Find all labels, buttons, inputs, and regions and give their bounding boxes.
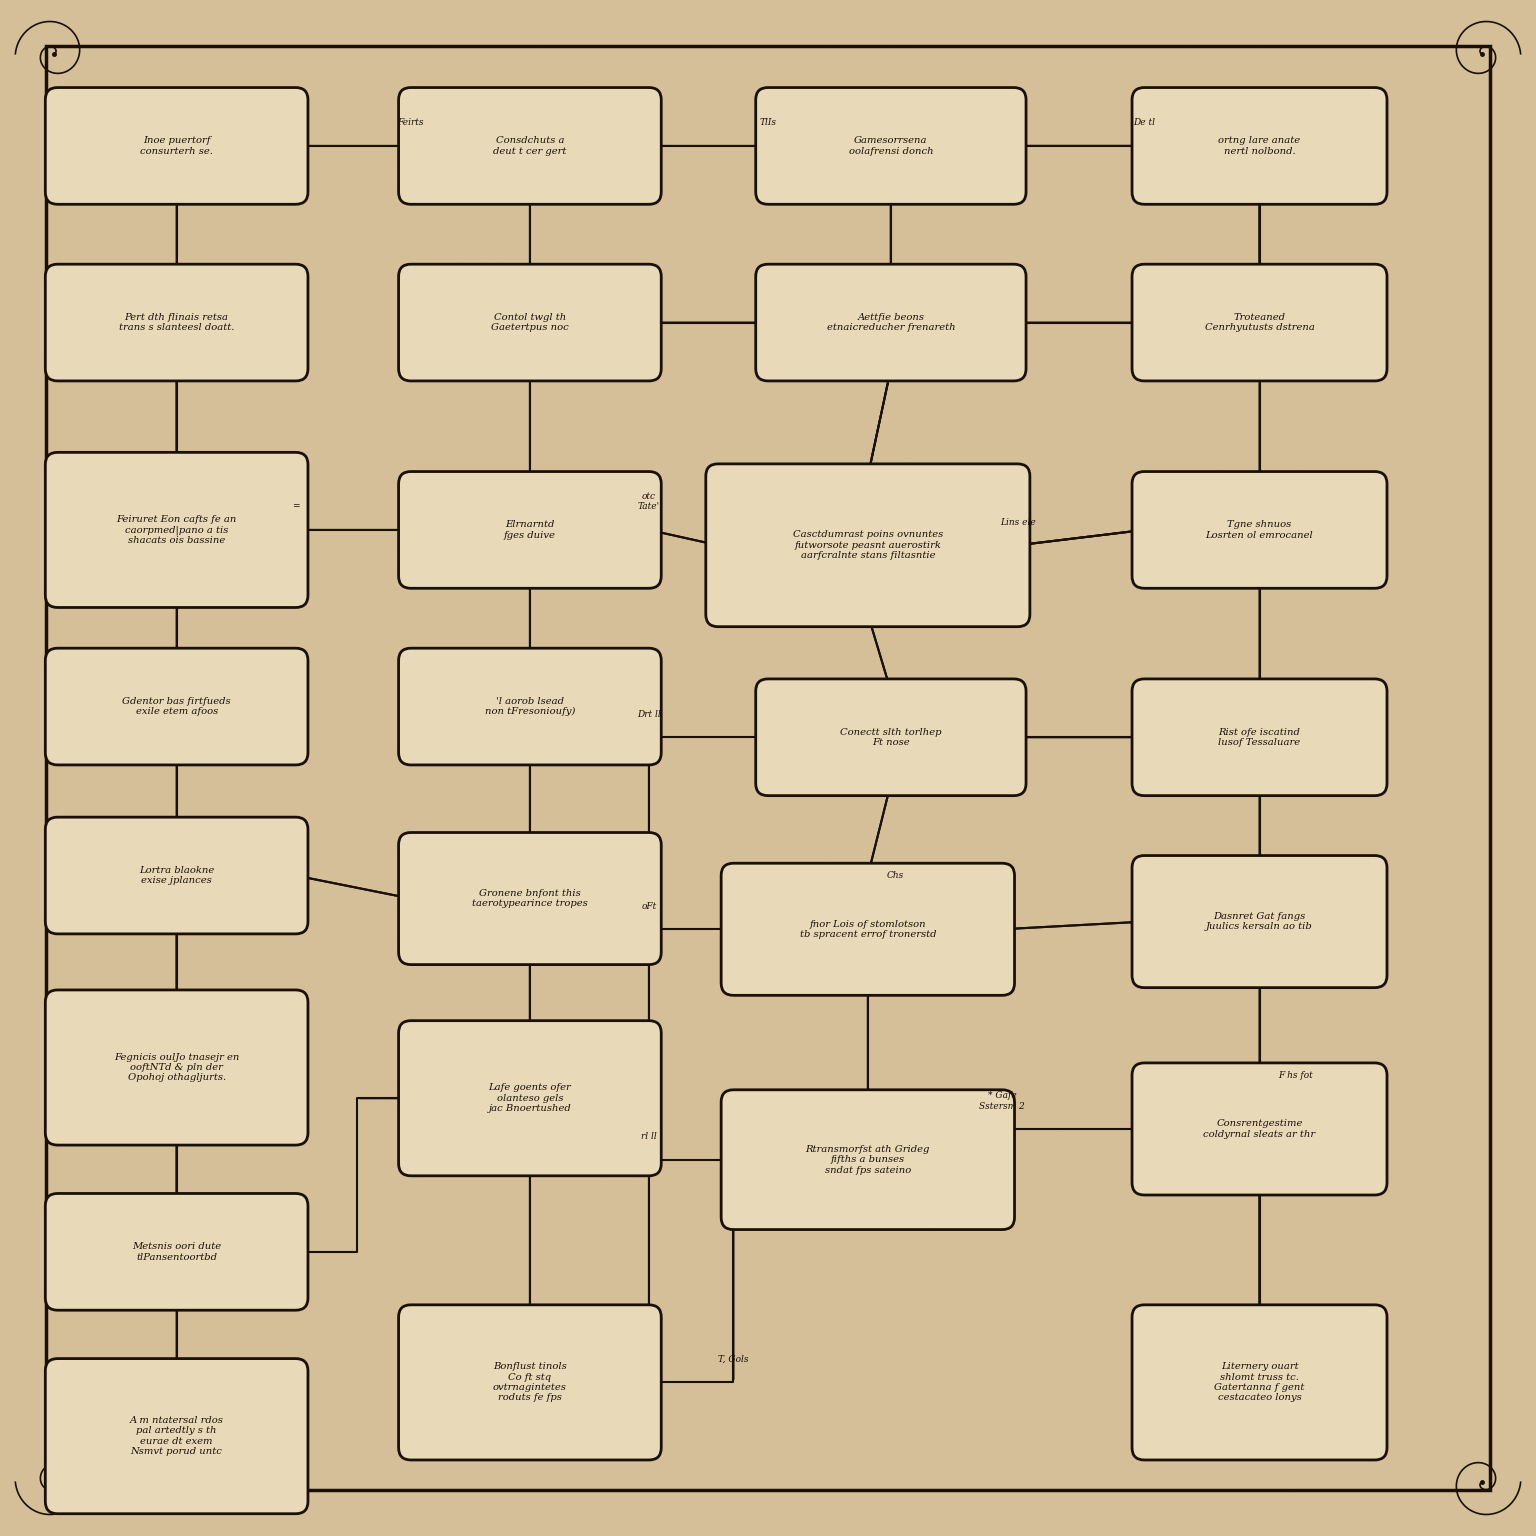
Text: Aettfie beons
etnaicreducher frenareth: Aettfie beons etnaicreducher frenareth — [826, 313, 955, 332]
Text: Consdchuts a
deut t cer gert: Consdchuts a deut t cer gert — [493, 137, 567, 155]
Text: Casctdumrast poins ovnuntes
futworsote peasnt auerostirk
aarfcralnte stans filta: Casctdumrast poins ovnuntes futworsote p… — [793, 530, 943, 561]
Text: Feirts: Feirts — [398, 118, 424, 127]
Text: Rtransmorfst ath Grideg
fifths a bunses
sndat fps sateino: Rtransmorfst ath Grideg fifths a bunses … — [806, 1144, 929, 1175]
Text: Pert dth flinais retsa
trans s slanteesl doatt.: Pert dth flinais retsa trans s slanteesl… — [118, 313, 235, 332]
FancyBboxPatch shape — [720, 1091, 1014, 1229]
Text: Fegnicis oulJo tnasejr en
ooftNTd & pln der
Opohoj othagljurts.: Fegnicis oulJo tnasejr en ooftNTd & pln … — [114, 1052, 240, 1083]
Text: Gdentor bas firtfueds
exile etem afoos: Gdentor bas firtfueds exile etem afoos — [123, 697, 230, 716]
FancyBboxPatch shape — [46, 991, 307, 1146]
Text: Lortra blaokne
exise jplances: Lortra blaokne exise jplances — [140, 866, 214, 885]
Text: Contol twgl th
Gaetertpus noc: Contol twgl th Gaetertpus noc — [492, 313, 568, 332]
FancyBboxPatch shape — [756, 88, 1026, 204]
FancyBboxPatch shape — [46, 648, 307, 765]
Text: * Gafe
Sstersm 2: * Gafe Sstersm 2 — [980, 1091, 1025, 1111]
Text: fnor Lois of stomlotson
tb spracent errof tronerstd: fnor Lois of stomlotson tb spracent erro… — [800, 920, 935, 938]
FancyBboxPatch shape — [720, 863, 1014, 995]
Text: =: = — [292, 502, 300, 511]
Text: rl ll: rl ll — [641, 1132, 657, 1141]
FancyBboxPatch shape — [398, 1021, 660, 1177]
Text: A m ntatersal rdos
pal artedtly s th
eurae dt exem
Nsmvt porud untc: A m ntatersal rdos pal artedtly s th eur… — [129, 1416, 224, 1456]
Text: Liternery ouart
shlomt truss tc.
Gatertanna f gent
cestacateo lonys: Liternery ouart shlomt truss tc. Gaterta… — [1215, 1362, 1304, 1402]
Text: De tl: De tl — [1134, 118, 1155, 127]
Text: T, Gols: T, Gols — [719, 1355, 748, 1364]
FancyBboxPatch shape — [1132, 1063, 1387, 1195]
Text: Consrentgestime
coldyrnal sleats ar thr: Consrentgestime coldyrnal sleats ar thr — [1204, 1120, 1315, 1138]
Text: Elrnarntd
fges duive: Elrnarntd fges duive — [504, 521, 556, 539]
Text: Rist ofe iscatind
lusof Tessaluare: Rist ofe iscatind lusof Tessaluare — [1218, 728, 1301, 746]
FancyBboxPatch shape — [46, 1193, 307, 1310]
FancyBboxPatch shape — [398, 88, 660, 204]
Text: Metsnis oori dute
tlPansentoortbd: Metsnis oori dute tlPansentoortbd — [132, 1243, 221, 1261]
Text: Gronene bnfont this
taerotypearince tropes: Gronene bnfont this taerotypearince trop… — [472, 889, 588, 908]
FancyBboxPatch shape — [1132, 264, 1387, 381]
FancyBboxPatch shape — [1132, 679, 1387, 796]
Text: Lins ele: Lins ele — [1000, 518, 1035, 527]
FancyBboxPatch shape — [46, 817, 307, 934]
FancyBboxPatch shape — [398, 648, 660, 765]
FancyBboxPatch shape — [705, 464, 1029, 627]
Text: Drt ll: Drt ll — [637, 710, 660, 719]
FancyBboxPatch shape — [756, 264, 1026, 381]
FancyBboxPatch shape — [46, 1358, 307, 1514]
FancyBboxPatch shape — [398, 264, 660, 381]
FancyBboxPatch shape — [398, 472, 660, 588]
Text: Conectt slth torlhep
Ft nose: Conectt slth torlhep Ft nose — [840, 728, 942, 746]
Text: Feiruret Eon cafts fe an
caorpmed|pano a tis
shacats ois bassine: Feiruret Eon cafts fe an caorpmed|pano a… — [117, 515, 237, 545]
Text: Bonflust tinols
Co ft stq
ovtrnagintetes
roduts fe fps: Bonflust tinols Co ft stq ovtrnagintetes… — [493, 1362, 567, 1402]
FancyBboxPatch shape — [1132, 472, 1387, 588]
FancyBboxPatch shape — [756, 679, 1026, 796]
Text: oFt: oFt — [642, 902, 656, 911]
Text: otc
Tate': otc Tate' — [637, 492, 660, 511]
Text: Tgne shnuos
Losrten ol emrocanel: Tgne shnuos Losrten ol emrocanel — [1206, 521, 1313, 539]
Text: Inoe puertorf
consurterh se.: Inoe puertorf consurterh se. — [140, 137, 214, 155]
FancyBboxPatch shape — [46, 88, 307, 204]
Text: ortng lare anate
nertl nolbond.: ortng lare anate nertl nolbond. — [1218, 137, 1301, 155]
Text: Troteaned
Cenrhyutusts dstrena: Troteaned Cenrhyutusts dstrena — [1204, 313, 1315, 332]
FancyBboxPatch shape — [398, 1304, 660, 1459]
FancyBboxPatch shape — [1132, 1304, 1387, 1459]
Text: F hs fot: F hs fot — [1278, 1071, 1313, 1080]
FancyBboxPatch shape — [1132, 856, 1387, 988]
Text: Lafe goents ofer
olanteso gels
jac Bnoertushed: Lafe goents ofer olanteso gels jac Bnoer… — [488, 1083, 571, 1114]
Text: Dasnret Gat fangs
Juulics kersaln ao tib: Dasnret Gat fangs Juulics kersaln ao tib — [1206, 912, 1313, 931]
Text: Chs: Chs — [886, 871, 903, 880]
Text: TlIs: TlIs — [759, 118, 777, 127]
FancyBboxPatch shape — [1132, 88, 1387, 204]
FancyBboxPatch shape — [46, 452, 307, 607]
Text: Gamesorrsena
oolafrensi donch: Gamesorrsena oolafrensi donch — [848, 137, 934, 155]
FancyBboxPatch shape — [46, 264, 307, 381]
FancyBboxPatch shape — [398, 833, 660, 965]
Text: 'l aorob lsead
non tFresonioufy): 'l aorob lsead non tFresonioufy) — [485, 697, 574, 716]
